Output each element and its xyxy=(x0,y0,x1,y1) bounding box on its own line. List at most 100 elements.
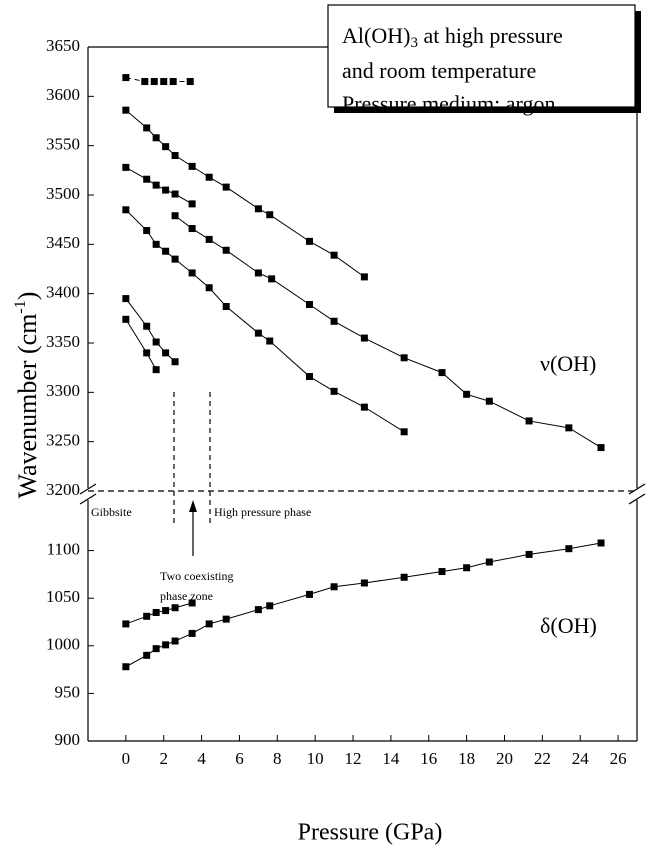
marker xyxy=(162,641,170,649)
marker xyxy=(222,246,230,254)
marker xyxy=(188,629,196,637)
marker xyxy=(330,251,338,259)
x-tick-label: 24 xyxy=(572,749,590,768)
y-tick-label: 3600 xyxy=(46,85,80,104)
marker xyxy=(171,152,179,160)
marker xyxy=(162,186,170,194)
marker xyxy=(360,273,368,281)
marker xyxy=(122,620,130,628)
marker xyxy=(525,550,533,558)
x-tick-label: 26 xyxy=(610,749,627,768)
marker xyxy=(122,163,130,171)
marker xyxy=(188,599,196,607)
marker xyxy=(122,206,130,214)
marker xyxy=(171,637,179,645)
marker xyxy=(171,358,179,366)
marker xyxy=(122,315,130,323)
marker xyxy=(141,78,149,86)
marker xyxy=(171,212,179,220)
series-line xyxy=(125,109,365,278)
x-tick-label: 22 xyxy=(534,749,551,768)
marker xyxy=(205,173,213,181)
annotation: ν(OH) xyxy=(540,351,596,376)
legend-part: Al(OH) xyxy=(342,23,410,48)
annotation: δ(OH) xyxy=(540,613,597,638)
series-line xyxy=(125,77,191,83)
marker xyxy=(438,568,446,576)
marker xyxy=(162,247,170,255)
marker xyxy=(266,211,274,219)
marker xyxy=(254,606,262,614)
x-tick-label: 2 xyxy=(159,749,168,768)
marker xyxy=(122,106,130,114)
x-tick-label: 12 xyxy=(345,749,362,768)
y-tick-label: 3350 xyxy=(46,332,80,351)
marker xyxy=(143,651,151,659)
marker xyxy=(485,558,493,566)
marker xyxy=(222,183,230,191)
x-tick-label: 0 xyxy=(122,749,131,768)
marker xyxy=(400,354,408,362)
x-tick-label: 6 xyxy=(235,749,244,768)
marker xyxy=(152,181,160,189)
marker xyxy=(152,608,160,616)
marker xyxy=(188,200,196,208)
marker xyxy=(162,143,170,151)
annotation: Gibbsite xyxy=(91,505,132,519)
marker xyxy=(162,607,170,615)
y-tick-label: 3300 xyxy=(46,381,80,400)
y-tick-label: 1050 xyxy=(46,587,80,606)
marker xyxy=(152,366,160,374)
y-tick-label: 3250 xyxy=(46,431,80,450)
marker xyxy=(162,349,170,357)
marker xyxy=(266,337,274,345)
series-line xyxy=(125,209,405,433)
y-tick-label: 3650 xyxy=(46,36,80,55)
marker xyxy=(205,235,213,243)
marker xyxy=(143,227,151,235)
marker xyxy=(188,269,196,277)
marker xyxy=(565,545,573,553)
marker xyxy=(152,645,160,653)
marker xyxy=(305,590,313,598)
annotation: Two coexisting xyxy=(160,569,233,583)
marker xyxy=(152,134,160,142)
marker xyxy=(305,301,313,309)
marker xyxy=(171,604,179,612)
x-tick-label: 14 xyxy=(382,749,400,768)
marker xyxy=(205,284,213,292)
series-line xyxy=(125,542,602,668)
marker xyxy=(254,205,262,213)
marker xyxy=(122,663,130,671)
marker xyxy=(152,240,160,248)
marker xyxy=(305,373,313,381)
legend-part: at high pressure xyxy=(418,23,563,48)
legend-sub: 3 xyxy=(410,35,418,51)
marker xyxy=(485,397,493,405)
marker xyxy=(360,579,368,587)
marker xyxy=(400,428,408,436)
x-axis-title: Pressure (GPa) xyxy=(298,820,443,846)
y-title-part: Wavenumber (cm xyxy=(13,314,42,499)
marker xyxy=(565,424,573,432)
marker xyxy=(438,369,446,377)
marker xyxy=(597,539,605,547)
marker xyxy=(143,612,151,620)
marker xyxy=(222,302,230,310)
marker xyxy=(143,349,151,357)
y-title-sup: -1 xyxy=(12,300,29,313)
x-tick-label: 16 xyxy=(420,749,437,768)
y-tick-label: 3500 xyxy=(46,184,80,203)
legend-text: and room temperature xyxy=(342,58,536,83)
series-line xyxy=(174,215,602,449)
x-tick-label: 4 xyxy=(197,749,206,768)
marker xyxy=(254,269,262,277)
x-tick-label: 8 xyxy=(273,749,282,768)
marker xyxy=(463,390,471,398)
legend-text: Pressure medium: argon xyxy=(342,91,555,116)
marker xyxy=(254,329,262,337)
legend-text: Al(OH)3 at high pressure xyxy=(342,23,563,51)
marker xyxy=(268,275,276,283)
